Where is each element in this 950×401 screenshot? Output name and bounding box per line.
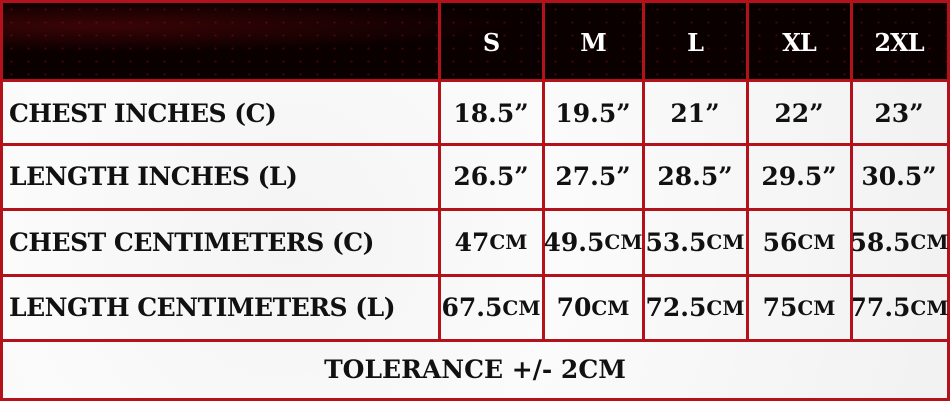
cell-unit: CM [502, 295, 541, 320]
row-divider [3, 143, 947, 146]
cell-number: 49.5 [543, 227, 605, 257]
cell-unit: CM [706, 230, 745, 254]
cell-unit: CM [591, 295, 630, 320]
cell-number: 53.5 [645, 227, 707, 257]
table-cell: 77.5 CM [849, 275, 949, 340]
cell-number: 72.5 [645, 293, 707, 322]
column-divider [438, 3, 441, 340]
cell-number: 70 [556, 293, 592, 322]
size-header-l: L [687, 28, 704, 57]
row-label: CHEST CENTIMETERS (C) [9, 227, 375, 257]
table-cell: 26.5” [453, 162, 529, 191]
cell-unit: CM [797, 295, 836, 320]
table-cell: 58.5 CM [849, 209, 949, 275]
cell-number: 58.5 [849, 227, 911, 257]
cell-unit: CM [910, 295, 949, 320]
table-cell: 75 CM [747, 275, 851, 340]
cell-unit: CM [910, 230, 949, 254]
row-label: CHEST INCHES (C) [9, 98, 277, 128]
tolerance-note: TOLERANCE +/- 2CM [324, 354, 626, 384]
table-cell: 72.5 CM [643, 275, 747, 340]
size-header-xl: XL [782, 28, 817, 57]
table-cell: 27.5” [555, 162, 631, 191]
cell-unit: CM [797, 230, 836, 254]
cell-number: 67.5 [441, 293, 503, 322]
table-cell: 67.5 CM [439, 275, 543, 340]
cell-unit: CM [604, 230, 643, 254]
table-cell: 19.5” [555, 98, 631, 128]
column-divider [746, 3, 749, 340]
cell-unit: CM [489, 230, 528, 254]
row-label: LENGTH CENTIMETERS (L) [9, 293, 396, 322]
table-cell: 56 CM [747, 209, 851, 275]
column-divider [542, 3, 545, 340]
table-cell: 22” [774, 98, 824, 128]
table-cell: 30.5” [861, 162, 937, 191]
size-header-m: M [580, 28, 607, 57]
column-divider [850, 3, 853, 340]
row-label: LENGTH INCHES (L) [9, 162, 298, 191]
cell-number: 77.5 [849, 293, 911, 322]
cell-unit: CM [706, 295, 745, 320]
column-divider [642, 3, 645, 340]
row-divider [3, 339, 947, 342]
table-cell: 49.5 CM [543, 209, 643, 275]
table-cell: 53.5 CM [643, 209, 747, 275]
header-row [3, 3, 947, 82]
table-cell: 23” [874, 98, 924, 128]
cell-number: 56 [762, 227, 798, 257]
table-cell: 21” [670, 98, 720, 128]
cell-number: 47 [454, 227, 490, 257]
table-cell: 18.5” [453, 98, 529, 128]
row-divider [3, 274, 947, 277]
table-cell: 47 CM [439, 209, 543, 275]
table-cell: 70 CM [543, 275, 643, 340]
row-divider [3, 208, 947, 211]
size-header-2xl: 2XL [874, 28, 924, 57]
size-header-s: S [482, 28, 500, 57]
table-cell: 28.5” [657, 162, 733, 191]
cell-number: 75 [762, 293, 798, 322]
table-cell: 29.5” [761, 162, 837, 191]
